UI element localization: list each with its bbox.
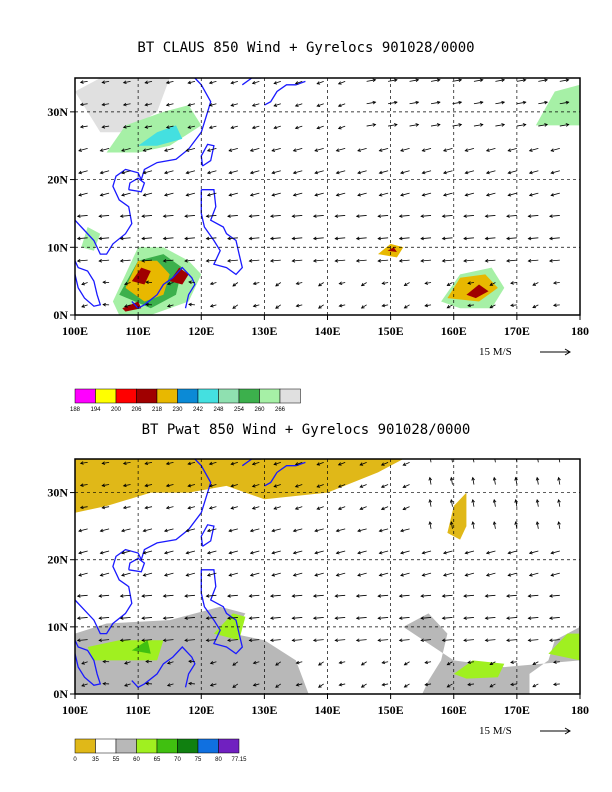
x-tick-label: 100E <box>62 703 88 717</box>
colorbar-label: 230 <box>172 407 183 413</box>
shaded-region-0 <box>75 459 404 513</box>
shaded-region-6 <box>213 613 246 641</box>
shaded-region-8 <box>548 633 580 661</box>
shaded-region-10 <box>447 274 498 302</box>
colorbar-label: 194 <box>90 407 101 413</box>
plot-area <box>75 459 580 694</box>
colorbar-label: 55 <box>113 757 120 763</box>
coastline-2 <box>128 557 146 573</box>
colorbar-label: 65 <box>154 757 161 763</box>
y-tick-label: 0N <box>53 308 68 322</box>
colorbar-label: 266 <box>275 407 286 413</box>
shaded-region-15 <box>535 84 580 126</box>
x-tick-label: 100E <box>62 324 88 338</box>
x-tick-label: 160E <box>441 703 467 717</box>
x-tick-label: 180 <box>571 324 589 338</box>
colorbar-label: 70 <box>174 757 181 763</box>
vector-scale-label: 15 M/S <box>479 346 512 358</box>
x-tick-label: 130E <box>251 324 277 338</box>
shaded-region-2 <box>138 125 183 146</box>
wind-vectors <box>76 78 570 309</box>
x-tick-label: 170E <box>504 324 530 338</box>
shaded-region-6 <box>131 267 151 285</box>
colorbar-label: 75 <box>195 757 202 763</box>
x-tick-label: 150E <box>378 324 404 338</box>
x-tick-label: 130E <box>251 703 277 717</box>
x-tick-label: 140E <box>314 703 340 717</box>
vector-scale-arrowhead <box>564 727 571 735</box>
colorbar-label: 254 <box>234 407 245 413</box>
colorbar-swatch <box>156 738 178 754</box>
shaded-region-3 <box>403 613 580 694</box>
shaded-region-2 <box>75 606 309 694</box>
shaded-region-8 <box>122 301 142 312</box>
x-tick-label: 120E <box>188 703 214 717</box>
shaded-region-7 <box>169 267 189 285</box>
shaded-region-5 <box>131 640 151 654</box>
x-tick-label: 110E <box>125 703 150 717</box>
top-chart: 100E 110E 120E 130E 140E 150E 160E 170E 180 0N 10N… <box>47 77 589 413</box>
colorbar-label: 218 <box>152 407 163 413</box>
colorbar-swatch <box>95 738 117 754</box>
colorbar-label: 0 <box>73 757 77 763</box>
x-tick-label: 120E <box>188 324 214 338</box>
colorbar-label: 77.15 <box>231 757 247 763</box>
coastline-6 <box>241 459 262 467</box>
colorbar-swatch <box>218 738 240 754</box>
colorbar-label: 260 <box>254 407 265 413</box>
wind-vectors <box>76 459 561 688</box>
colorbar-label: 60 <box>133 757 140 763</box>
x-tick-label: 150E <box>378 703 404 717</box>
vector-scale-arrowhead <box>564 348 571 356</box>
shaded-region-11 <box>466 284 489 299</box>
colorbar-label: 242 <box>193 407 204 413</box>
colorbar-label: 200 <box>111 407 122 413</box>
colorbar-swatch <box>115 738 137 754</box>
x-tick-label: 160E <box>441 324 467 338</box>
x-tick-label: 180 <box>571 703 589 717</box>
vector-scale-label: 15 M/S <box>479 725 512 737</box>
top-chart-title: BT CLAUS 850 Wind + Gyrelocs 901028/0000 <box>137 40 475 56</box>
coastline-1 <box>75 640 102 687</box>
coastline-5 <box>131 266 196 310</box>
coastline-5 <box>131 646 196 689</box>
grid-lines <box>75 78 580 315</box>
colorbar-swatch <box>177 738 199 754</box>
colorbar-label: 80 <box>215 757 222 763</box>
y-tick-label: 10N <box>47 620 68 634</box>
colorbar-label: 35 <box>92 757 99 763</box>
coastline-1 <box>75 260 102 307</box>
grid-lines <box>75 459 580 694</box>
colorbar-swatch <box>197 738 219 754</box>
colorbar-swatch <box>74 738 96 754</box>
coastline-6 <box>241 78 262 86</box>
y-tick-label: 30N <box>47 486 68 500</box>
y-tick-label: 0N <box>53 687 68 701</box>
shaded-region-1 <box>106 105 202 153</box>
colorbar-label: 206 <box>131 407 142 413</box>
coastline-0 <box>75 78 212 255</box>
x-tick-label: 140E <box>314 324 340 338</box>
shaded-region-13 <box>387 247 397 252</box>
y-tick-label: 30N <box>47 105 68 119</box>
y-tick-label: 10N <box>47 240 68 254</box>
colorbar-label: 188 <box>70 407 81 413</box>
colorbar-label: 248 <box>213 407 224 413</box>
coastline-2 <box>128 177 146 193</box>
colorbar-swatch <box>279 388 301 404</box>
x-tick-label: 110E <box>125 324 150 338</box>
y-tick-label: 20N <box>47 553 68 567</box>
x-tick-label: 170E <box>504 703 530 717</box>
y-tick-label: 20N <box>47 173 68 187</box>
coastline-0 <box>75 459 212 635</box>
bottom-chart-title: BT Pwat 850 Wind + Gyrelocs 901028/0000 <box>141 422 471 438</box>
colorbar-swatch <box>136 738 158 754</box>
plot-area <box>75 78 580 315</box>
